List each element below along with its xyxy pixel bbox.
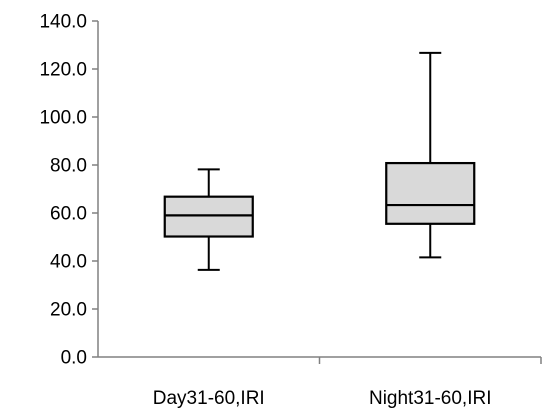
box-iqr	[163, 195, 254, 238]
x-category-label: Day31-60,IRI	[153, 388, 265, 409]
y-tick-label: 100.0	[39, 108, 87, 129]
x-category-label: Night31-60,IRI	[369, 388, 492, 409]
box-1	[163, 168, 254, 271]
y-tick-label: 20.0	[50, 300, 87, 321]
axes	[92, 20, 542, 364]
y-tick-label: 60.0	[50, 204, 87, 225]
box-2	[385, 51, 476, 259]
y-tick-label: 40.0	[50, 252, 87, 273]
box-iqr	[385, 161, 476, 225]
y-tick-label: 80.0	[50, 156, 87, 177]
y-tick-label: 0.0	[61, 348, 87, 369]
y-tick-label: 120.0	[39, 60, 87, 81]
labels: 0.0 20.0 40.0 60.0 80.0 100.0 120.0 140.0 Day31-…	[39, 12, 491, 410]
y-tick-label: 140.0	[39, 12, 87, 33]
boxes	[163, 51, 476, 271]
